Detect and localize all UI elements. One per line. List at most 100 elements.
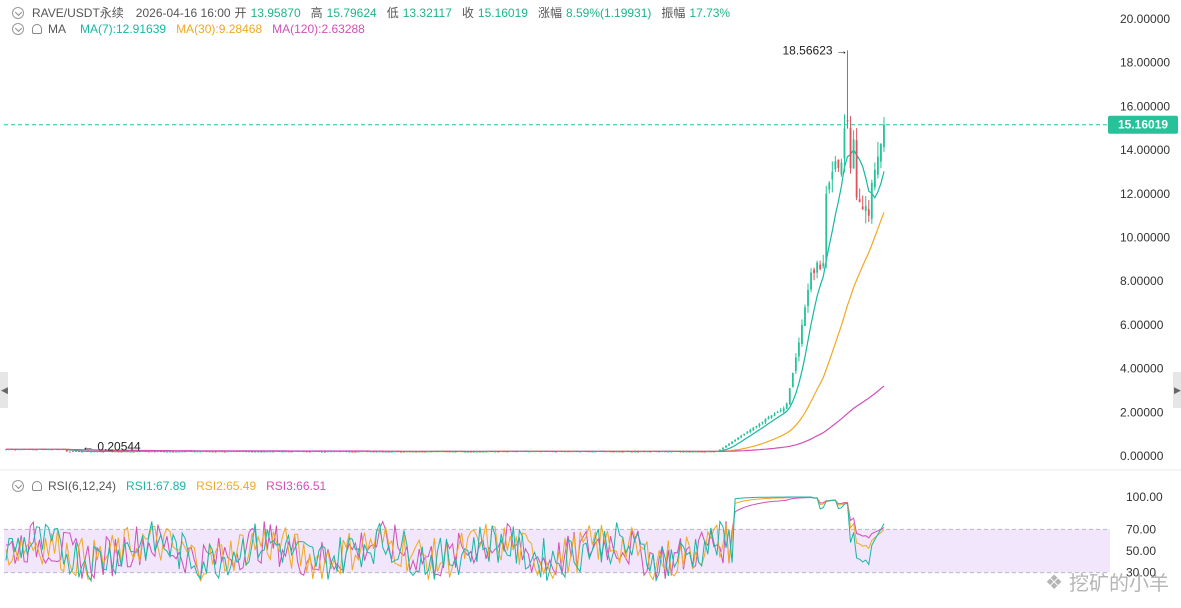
candle-body	[284, 451, 287, 453]
candle-body	[351, 451, 354, 453]
candle-body	[381, 451, 384, 453]
candle-body	[694, 451, 697, 453]
candle-body	[609, 451, 612, 453]
candle-body	[807, 289, 809, 306]
candle-body	[400, 451, 402, 453]
candle-body	[858, 199, 861, 202]
candle-body	[561, 451, 563, 453]
candle-body	[725, 445, 727, 448]
candle-body	[387, 451, 390, 453]
candle-body	[527, 451, 530, 453]
candle-body	[861, 206, 864, 210]
candle-body	[403, 451, 405, 453]
candle-body	[797, 342, 800, 357]
candle-body	[828, 182, 831, 190]
candle-body	[567, 451, 569, 453]
candle-body	[190, 451, 193, 453]
candle-body	[166, 451, 168, 453]
candle-body	[314, 451, 317, 453]
candle-body	[41, 448, 44, 450]
candle-body	[788, 388, 791, 405]
watermark: ❖ 挖矿的小羊	[1045, 567, 1169, 596]
candle-body	[679, 451, 682, 453]
candle-body	[150, 451, 153, 453]
candle-body	[466, 451, 469, 453]
candle-body	[846, 120, 849, 122]
candle-body	[664, 451, 667, 453]
candle-body	[263, 451, 266, 453]
ma-legend: MA MA(7):12.91639 MA(30):9.28468 MA(120)…	[12, 22, 365, 36]
open-label: 开	[234, 6, 247, 20]
candle-body	[20, 449, 23, 451]
candle-body	[369, 451, 372, 453]
scroll-right-handle[interactable]: ▶	[1173, 372, 1181, 408]
candle-body	[673, 451, 676, 453]
candle-body	[649, 451, 651, 453]
candle-body	[412, 451, 414, 453]
candle-body	[770, 415, 773, 418]
candle-body	[120, 451, 123, 453]
candle-body	[290, 451, 293, 453]
candle-body	[512, 451, 515, 453]
rsi-tick-label: 70.00	[1126, 522, 1156, 536]
symbol[interactable]: RAVE/USDT永续	[32, 6, 124, 20]
price-tick-label: 20.00000	[1120, 12, 1170, 26]
candle-body	[26, 448, 29, 450]
candle-body	[257, 451, 260, 453]
candle-body	[406, 451, 408, 453]
candle-body	[479, 451, 481, 453]
candle-body	[591, 451, 594, 453]
ma-lines	[6, 148, 885, 453]
candle-body	[232, 451, 235, 453]
candle-body	[384, 451, 387, 453]
candle-body	[199, 451, 202, 453]
candle-body	[372, 451, 375, 453]
collapse-icon[interactable]	[12, 23, 24, 35]
candle-body	[11, 449, 13, 451]
candle-body	[475, 451, 478, 453]
rsi-title[interactable]: RSI(6,12,24)	[48, 479, 117, 493]
candle-body	[123, 451, 126, 453]
candle-body	[652, 451, 654, 453]
candle-body	[409, 451, 411, 453]
candle-body	[196, 451, 199, 453]
candle-body	[38, 448, 41, 450]
candle-body	[17, 449, 20, 451]
candle-body	[469, 451, 472, 453]
candle-body	[229, 451, 232, 453]
candle-body	[737, 437, 740, 440]
candle-body	[506, 451, 509, 453]
ohlc-header: RAVE/USDT永续 2026-04-16 16:00 开 13.95870 …	[12, 4, 736, 21]
candle-body	[239, 451, 241, 453]
candle-body	[618, 451, 621, 453]
low-value: 13.32117	[402, 5, 452, 20]
scroll-left-handle[interactable]: ◀	[0, 372, 8, 408]
candle-body	[53, 449, 56, 451]
candle-body	[667, 451, 670, 453]
candle-body	[740, 435, 743, 438]
candle-body	[813, 269, 816, 274]
price-tick-label: 12.00000	[1120, 187, 1170, 201]
bell-icon[interactable]	[32, 24, 42, 34]
candle-body	[74, 451, 77, 453]
collapse-icon[interactable]	[12, 480, 24, 492]
candle-body	[87, 450, 89, 452]
candle-body	[348, 451, 351, 453]
bell-icon[interactable]	[32, 481, 42, 491]
candle-body	[44, 449, 47, 451]
candle-body	[728, 443, 730, 446]
candle-body	[536, 451, 539, 453]
candle-body	[573, 451, 576, 453]
candle-body	[697, 451, 700, 453]
candle-body	[172, 451, 174, 453]
candle-body	[503, 451, 506, 453]
candle-body	[646, 451, 648, 453]
candle-body	[214, 451, 217, 453]
candle-body	[415, 451, 418, 453]
collapse-icon[interactable]	[12, 6, 24, 19]
high-value: 15.79624	[326, 5, 377, 20]
candle-body	[156, 451, 159, 453]
ma-title[interactable]: MA	[48, 22, 66, 36]
candle-body	[497, 451, 500, 453]
